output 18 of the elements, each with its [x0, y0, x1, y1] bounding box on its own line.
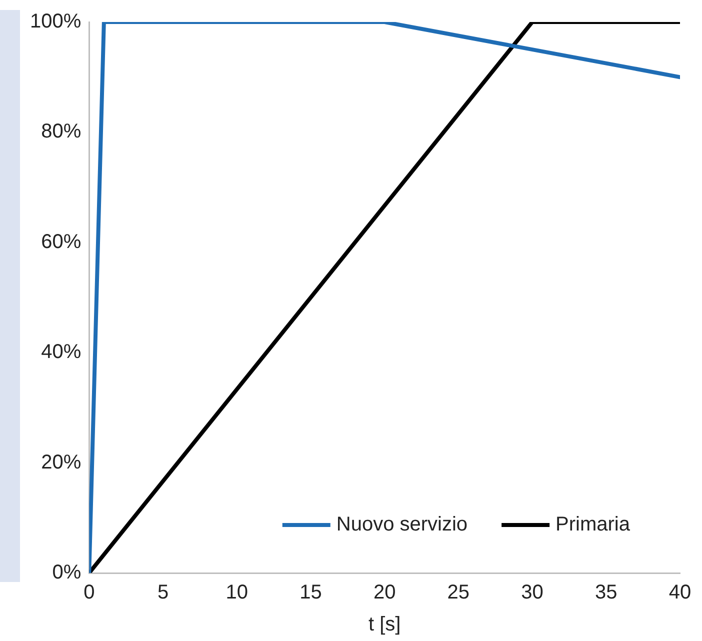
y-tick-label: 60% [41, 230, 82, 253]
x-tick-label: 30 [521, 582, 544, 604]
x-tick-label: 40 [668, 582, 692, 604]
x-tick-label: 25 [447, 582, 470, 604]
x-tick-label: 15 [300, 582, 322, 604]
y-tick-label: 0% [52, 562, 82, 584]
legend-label: Nuovo servizio [336, 514, 468, 536]
x-tick-label: 20 [373, 582, 396, 604]
x-tick-label: 5 [157, 582, 169, 604]
y-tick-label: 40% [41, 341, 82, 364]
y-tick-label: 100% [30, 10, 82, 33]
x-tick-label: 10 [226, 582, 248, 604]
legend-label: Primaria [556, 514, 631, 536]
x-tick-label: 0 [84, 582, 95, 604]
x-axis-title: t [s] [368, 614, 401, 636]
y-tick-label: 80% [41, 120, 82, 143]
y-tick-label: 20% [41, 451, 82, 474]
x-tick-label: 35 [595, 582, 618, 604]
